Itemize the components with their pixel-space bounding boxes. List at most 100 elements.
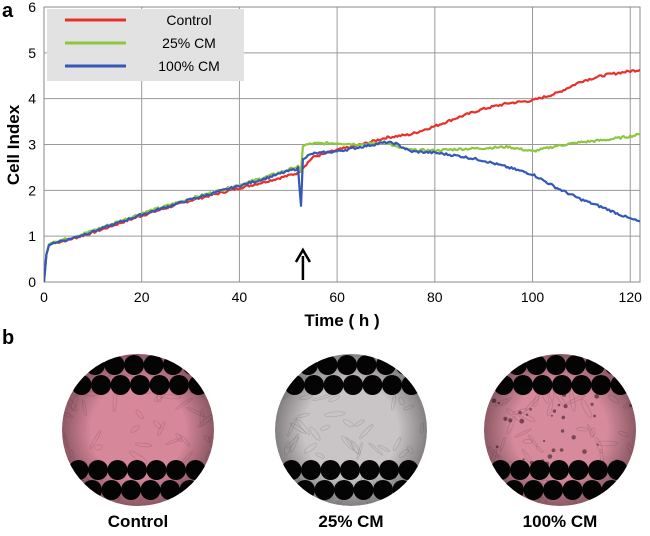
electrode-dot [62, 480, 83, 500]
cell-texture [68, 489, 83, 497]
x-axis-label: Time ( h ) [304, 311, 379, 330]
debris-dot [632, 393, 636, 398]
cell-texture [623, 361, 629, 376]
electrode-dot [275, 460, 282, 480]
cell-texture [597, 494, 612, 505]
x-tick-label: 0 [40, 289, 48, 305]
cell-texture [408, 354, 426, 364]
series-line-control [44, 68, 640, 282]
x-tick-label: 100 [521, 289, 545, 305]
electrode-dot [65, 355, 86, 375]
arrow-head [294, 247, 311, 263]
y-tick-label: 0 [28, 274, 36, 290]
micrograph-2 [484, 354, 636, 506]
micrograph-caption: Control [108, 512, 168, 531]
x-tick-label: 20 [134, 289, 150, 305]
cell-texture [602, 492, 609, 505]
vignette [484, 354, 636, 506]
cell-texture [624, 469, 631, 484]
legend-label: Control [166, 12, 211, 28]
legend-label: 25% CM [162, 35, 216, 51]
y-tick-label: 4 [28, 91, 36, 107]
electrode-dot [621, 480, 636, 500]
series-line-100-cm [44, 140, 640, 282]
cell-texture [605, 356, 609, 369]
y-tick-label: 6 [28, 0, 36, 15]
panel-b-label: b [2, 327, 14, 349]
cell-texture [609, 490, 617, 499]
electrode-dot [275, 355, 279, 375]
cell-texture [484, 480, 497, 486]
micrograph-panel: Control 25% CM 100% CM [62, 354, 636, 531]
treatment-arrow [294, 247, 311, 280]
micrograph-caption: 100% CM [523, 512, 598, 531]
electrode-dot [278, 355, 299, 375]
electrode-dot [412, 480, 427, 500]
cell-texture [62, 455, 67, 474]
legend-label: 100% CM [158, 58, 219, 74]
y-axis-label: Cell Index [4, 104, 23, 185]
cell-texture [626, 472, 636, 488]
y-tick-label: 3 [28, 137, 36, 153]
cell-texture [411, 476, 427, 481]
micrograph-0 [62, 354, 214, 506]
cell-texture [189, 354, 201, 369]
electrode-dot [62, 480, 63, 500]
electrode-dot [62, 460, 69, 480]
electrode-dot [418, 460, 427, 480]
cell-texture [631, 480, 636, 491]
electrode-dot [62, 375, 72, 395]
y-tick-label: 1 [28, 228, 36, 244]
electrode-dot [415, 355, 427, 375]
electrode-dot [202, 355, 214, 375]
cell-texture [177, 354, 182, 368]
electrode-dot [627, 460, 636, 480]
series-line-25-cm [44, 132, 640, 282]
plot-frame [43, 6, 641, 283]
cell-texture [199, 371, 207, 379]
electrode-dot [484, 375, 494, 395]
electrode-dot [208, 375, 214, 395]
debris-dot [489, 390, 492, 393]
cell-texture [279, 472, 289, 490]
vignette [275, 354, 427, 506]
electrode-dot [484, 480, 505, 500]
cell-texture [506, 492, 516, 500]
cell-texture [64, 377, 68, 389]
electrode-dot [484, 480, 485, 500]
x-tick-label: 120 [619, 289, 643, 305]
electrode-dot [421, 375, 427, 395]
electrode-dot [199, 480, 214, 500]
cell-texture [185, 493, 193, 505]
legend: Control 25% CM 100% CM [47, 9, 244, 81]
cell-texture [80, 494, 92, 506]
cell-texture [173, 498, 182, 506]
micrograph-1 [275, 354, 427, 506]
cell-texture [67, 373, 83, 379]
cell-texture [278, 378, 285, 394]
x-tick-label: 80 [427, 289, 443, 305]
x-tick-label: 60 [329, 289, 345, 305]
electrode-dot [205, 460, 214, 480]
electrode-dot [62, 355, 66, 375]
cell-texture [484, 367, 494, 381]
axes: 0 20 40 60 80 100 120 0 1 2 3 4 5 6 [28, 0, 642, 305]
x-tick-label: 40 [232, 289, 248, 305]
cell-texture [179, 502, 196, 506]
cell-texture [62, 471, 75, 490]
cell-texture [205, 354, 214, 358]
panel-a-label: a [2, 0, 14, 22]
cell-texture [301, 491, 308, 502]
cell-texture [275, 361, 282, 379]
electrode-dot [630, 375, 636, 395]
electrode-dot [275, 480, 296, 500]
electrode-dot [484, 460, 491, 480]
electrode-dot [275, 375, 285, 395]
vignette [62, 354, 214, 506]
cell-texture [276, 385, 284, 393]
cell-texture [399, 490, 422, 495]
y-tick-label: 2 [28, 182, 36, 198]
cell-texture [95, 501, 108, 506]
electrode-dot [484, 355, 488, 375]
